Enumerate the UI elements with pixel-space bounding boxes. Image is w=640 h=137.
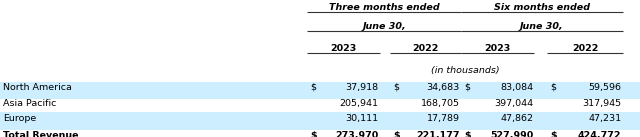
Text: 168,705: 168,705 <box>420 99 460 108</box>
Text: $: $ <box>394 131 400 137</box>
Text: 47,231: 47,231 <box>588 114 621 123</box>
Text: $: $ <box>310 131 317 137</box>
Text: 205,941: 205,941 <box>339 99 378 108</box>
Text: 30,111: 30,111 <box>345 114 378 123</box>
Text: (in thousands): (in thousands) <box>431 66 499 75</box>
Text: June 30,: June 30, <box>362 22 406 31</box>
Text: $: $ <box>394 83 399 92</box>
Text: $: $ <box>310 83 316 92</box>
Text: $: $ <box>550 131 557 137</box>
Text: 424,772: 424,772 <box>578 131 621 137</box>
Text: Six months ended: Six months ended <box>494 3 590 12</box>
Text: North America: North America <box>3 83 72 92</box>
Text: 2022: 2022 <box>412 44 439 53</box>
Text: 2023: 2023 <box>330 44 356 53</box>
Bar <box>0 112 640 130</box>
Text: 221,177: 221,177 <box>416 131 460 137</box>
Text: 59,596: 59,596 <box>588 83 621 92</box>
Text: 397,044: 397,044 <box>494 99 533 108</box>
Text: 2022: 2022 <box>572 44 598 53</box>
Text: $: $ <box>464 83 470 92</box>
Bar <box>0 82 640 99</box>
Text: 2023: 2023 <box>484 44 511 53</box>
Text: Asia Pacific: Asia Pacific <box>3 99 56 108</box>
Text: 17,789: 17,789 <box>426 114 460 123</box>
Text: 83,084: 83,084 <box>500 83 533 92</box>
Text: 527,990: 527,990 <box>490 131 533 137</box>
Text: 47,862: 47,862 <box>500 114 533 123</box>
Text: Total Revenue: Total Revenue <box>3 131 79 137</box>
Text: 317,945: 317,945 <box>582 99 621 108</box>
Text: 273,970: 273,970 <box>335 131 378 137</box>
Text: June 30,: June 30, <box>520 22 564 31</box>
Text: 34,683: 34,683 <box>426 83 460 92</box>
Text: Europe: Europe <box>3 114 36 123</box>
Text: $: $ <box>550 83 556 92</box>
Text: 37,918: 37,918 <box>345 83 378 92</box>
Text: $: $ <box>464 131 470 137</box>
Text: Three months ended: Three months ended <box>329 3 439 12</box>
